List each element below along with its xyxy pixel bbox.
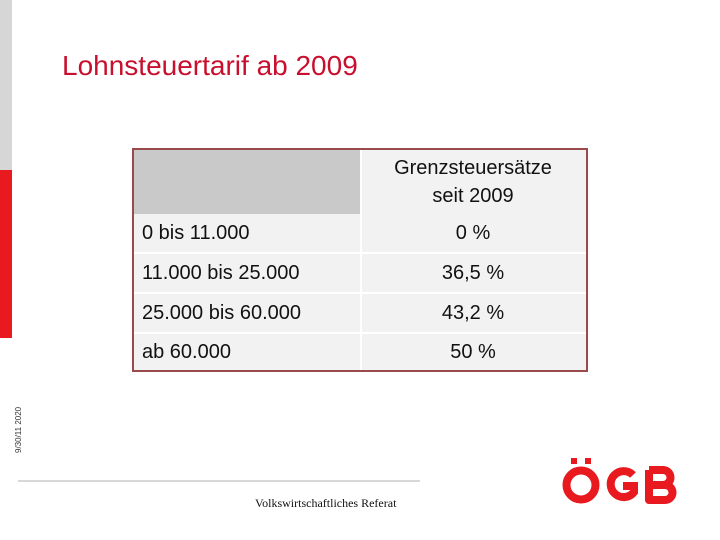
header-line-2: seit 2009 [432, 185, 514, 207]
table-header-rates: Grenzsteuersätze seit 2009 [360, 150, 586, 214]
footer-divider [18, 480, 420, 482]
sidebar-red-bar [0, 170, 12, 338]
table-row-1-rate: 0 % [455, 221, 491, 244]
table-row-4-range: ab 60.000 [142, 340, 231, 363]
sidebar-gray-bar [0, 0, 12, 170]
column-divider [360, 150, 362, 370]
table-row-3-rate: 43,2 % [441, 301, 505, 324]
row-divider [134, 332, 586, 334]
table-row-3-range: 25.000 bis 60.000 [142, 301, 302, 324]
row-divider [134, 252, 586, 254]
side-date-label: 9/30/11 2020 [14, 406, 23, 454]
slide-title: Lohnsteuertarif ab 2009 [62, 50, 358, 81]
table-row-4-rate: 50 % [450, 340, 496, 363]
header-line-1: Grenzsteuersätze [394, 157, 552, 179]
row-divider [134, 292, 586, 294]
table-row-1-range: 0 bis 11.000 [142, 221, 250, 244]
table-row-2-rate: 36,5 % [441, 261, 505, 284]
tax-rate-table: Grenzsteuersätze seit 2009 0 bis 11.000 … [132, 148, 588, 372]
table-header-empty [134, 150, 360, 214]
ogb-logo [562, 458, 677, 504]
table-row-2-range: 11.000 bis 25.000 [142, 261, 300, 284]
footer-department: Volkswirtschaftliches Referat [255, 496, 397, 510]
